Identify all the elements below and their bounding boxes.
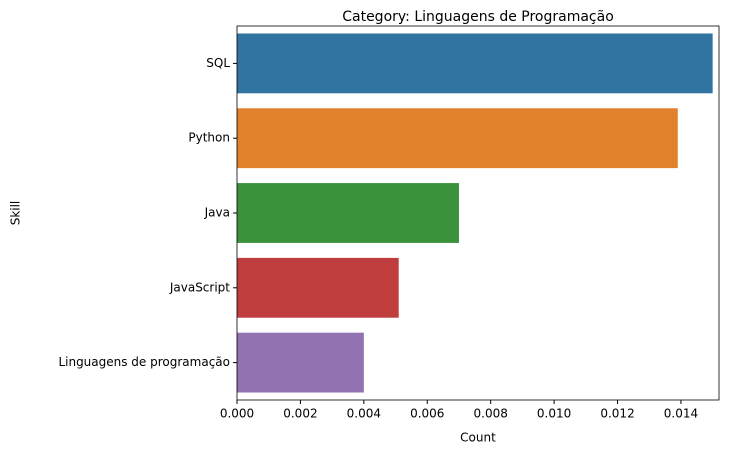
x-tick-label: 0.008 <box>474 407 508 421</box>
plot-frame <box>236 25 720 401</box>
x-tick-label: 0.004 <box>347 407 381 421</box>
y-tick-label: SQL <box>206 56 230 70</box>
y-axis-label: Skill <box>9 201 23 226</box>
x-tick-label: 0.006 <box>410 407 444 421</box>
bar <box>237 33 713 94</box>
y-tick-label: JavaScript <box>169 280 230 294</box>
bar <box>237 183 459 243</box>
bar <box>237 332 364 393</box>
y-tick-label: Java <box>204 206 230 220</box>
y-tick-label: Linguagens de programação <box>58 355 230 369</box>
x-tick-label: 0.014 <box>664 407 698 421</box>
chart-title: Category: Linguagens de Programação <box>342 9 614 25</box>
x-tick-label: 0.000 <box>220 407 254 421</box>
bar <box>237 257 399 318</box>
bar <box>237 108 678 169</box>
x-tick-label: 0.010 <box>537 407 571 421</box>
y-tick-label: Python <box>188 131 230 145</box>
x-tick-label: 0.002 <box>283 407 317 421</box>
x-axis-label: Count <box>460 431 496 445</box>
x-tick-label: 0.012 <box>600 407 634 421</box>
